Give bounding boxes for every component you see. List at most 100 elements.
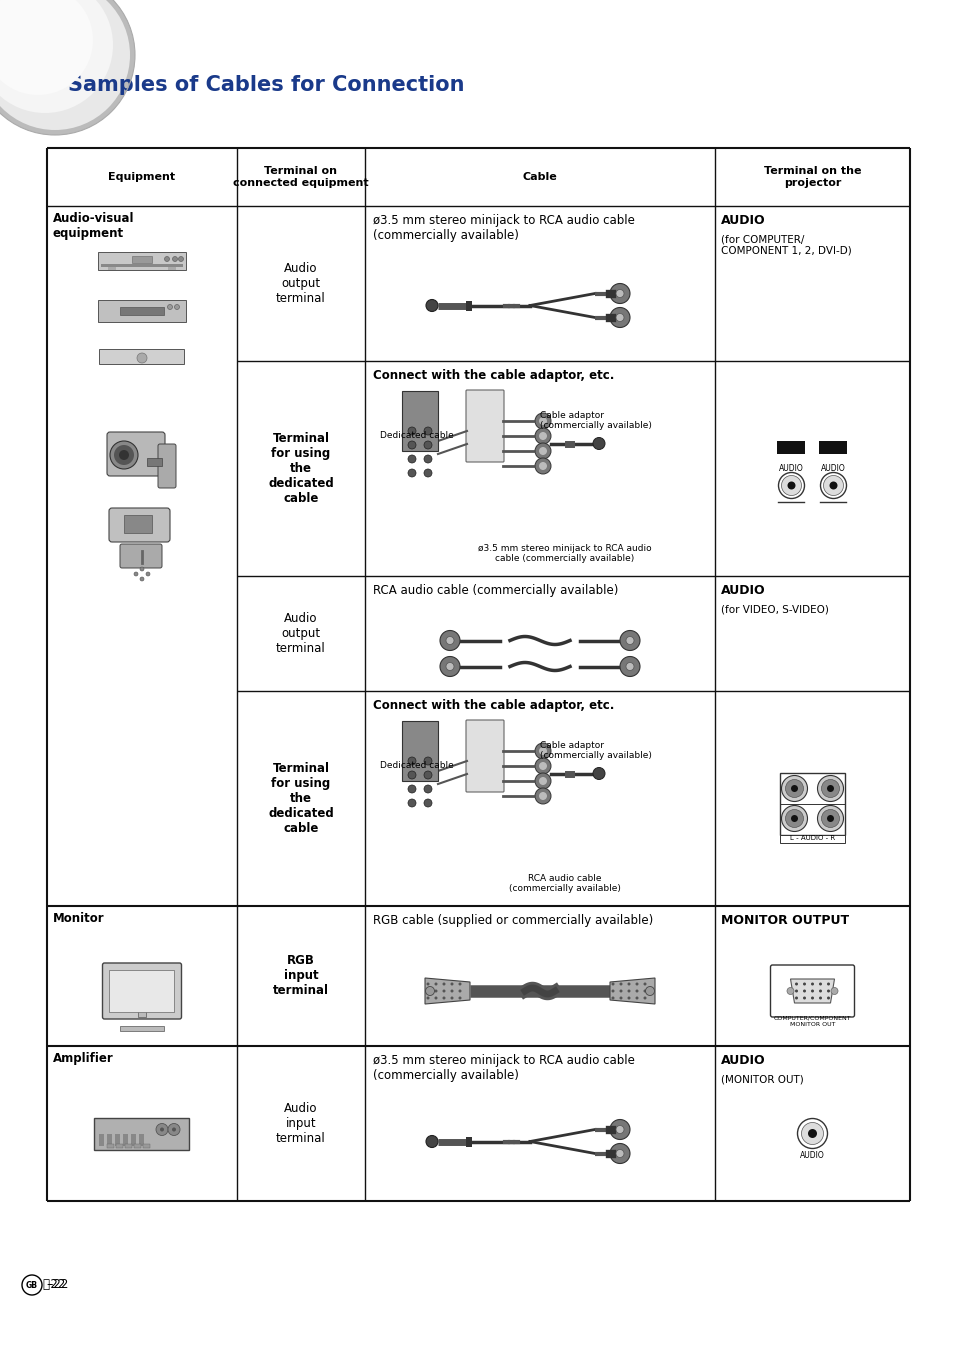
- Circle shape: [535, 743, 551, 759]
- Circle shape: [643, 989, 646, 992]
- Text: Terminal on
connected equipment: Terminal on connected equipment: [233, 166, 369, 188]
- Circle shape: [616, 289, 623, 297]
- Circle shape: [538, 462, 546, 470]
- Circle shape: [609, 307, 629, 327]
- Text: 2: 2: [831, 458, 835, 463]
- Bar: [120, 1026, 164, 1031]
- Circle shape: [535, 758, 551, 774]
- Bar: [401, 721, 437, 781]
- Circle shape: [408, 771, 416, 779]
- Circle shape: [408, 427, 416, 435]
- Text: AUDIO: AUDIO: [821, 464, 845, 472]
- Text: Monitor: Monitor: [53, 913, 105, 925]
- Circle shape: [426, 983, 429, 985]
- Circle shape: [822, 475, 842, 495]
- FancyBboxPatch shape: [120, 544, 162, 568]
- Circle shape: [794, 996, 797, 1000]
- Text: (MONITOR OUT): (MONITOR OUT): [720, 1074, 803, 1084]
- Circle shape: [781, 775, 806, 801]
- Text: Connect with the cable adaptor, etc.: Connect with the cable adaptor, etc.: [373, 699, 614, 712]
- Circle shape: [439, 657, 459, 677]
- Bar: [120, 307, 164, 315]
- Circle shape: [113, 446, 133, 464]
- Text: Connect with the cable adaptor, etc.: Connect with the cable adaptor, etc.: [373, 369, 614, 382]
- Text: Terminal
for using
the
dedicated
cable: Terminal for using the dedicated cable: [268, 432, 334, 505]
- Circle shape: [442, 989, 445, 992]
- Circle shape: [450, 983, 453, 985]
- Circle shape: [0, 0, 135, 135]
- Circle shape: [110, 441, 138, 468]
- Bar: [98, 252, 186, 271]
- Circle shape: [818, 989, 821, 992]
- Circle shape: [140, 567, 144, 571]
- Circle shape: [778, 472, 803, 498]
- Text: Audio
output
terminal: Audio output terminal: [275, 612, 326, 656]
- Circle shape: [802, 996, 805, 1000]
- Bar: [115, 1133, 120, 1145]
- Text: AUDIO: AUDIO: [720, 1054, 765, 1067]
- FancyBboxPatch shape: [465, 390, 503, 462]
- Circle shape: [408, 468, 416, 476]
- Circle shape: [172, 1128, 175, 1132]
- Circle shape: [619, 630, 639, 650]
- Circle shape: [635, 983, 638, 985]
- Bar: [465, 1136, 472, 1147]
- Circle shape: [160, 1128, 164, 1132]
- Text: Amplifier: Amplifier: [53, 1053, 113, 1065]
- Text: NENT 1: NENT 1: [780, 458, 802, 463]
- Circle shape: [826, 785, 833, 791]
- Circle shape: [794, 989, 797, 992]
- Bar: [107, 1144, 113, 1148]
- Polygon shape: [790, 979, 834, 1003]
- Circle shape: [810, 989, 813, 992]
- Circle shape: [535, 443, 551, 459]
- FancyBboxPatch shape: [107, 432, 165, 476]
- Text: Audio
output
terminal: Audio output terminal: [275, 262, 326, 306]
- Bar: [780, 773, 844, 835]
- Circle shape: [146, 572, 150, 576]
- Circle shape: [627, 996, 630, 1000]
- Circle shape: [618, 983, 622, 985]
- Circle shape: [423, 785, 432, 793]
- Circle shape: [0, 0, 92, 96]
- Circle shape: [168, 304, 172, 310]
- Circle shape: [802, 983, 805, 985]
- Circle shape: [807, 1129, 816, 1137]
- Text: (for VIDEO, S-VIDEO): (for VIDEO, S-VIDEO): [720, 604, 828, 614]
- Circle shape: [535, 458, 551, 474]
- Circle shape: [458, 989, 461, 992]
- Circle shape: [408, 800, 416, 808]
- Circle shape: [535, 413, 551, 429]
- Circle shape: [609, 1144, 629, 1163]
- Circle shape: [168, 1124, 180, 1136]
- Bar: [133, 1144, 141, 1148]
- Text: RCA audio cable (commercially available): RCA audio cable (commercially available): [373, 584, 618, 598]
- Circle shape: [0, 0, 112, 113]
- Text: Audio-visual
equipment: Audio-visual equipment: [53, 213, 134, 240]
- Circle shape: [790, 814, 797, 822]
- Circle shape: [426, 989, 429, 992]
- Circle shape: [450, 996, 453, 1000]
- Bar: [777, 440, 804, 454]
- FancyBboxPatch shape: [158, 444, 175, 489]
- Circle shape: [442, 996, 445, 1000]
- Circle shape: [619, 657, 639, 677]
- Circle shape: [794, 983, 797, 985]
- Circle shape: [458, 996, 461, 1000]
- Circle shape: [172, 257, 177, 261]
- Polygon shape: [424, 979, 470, 1004]
- Text: COMPUTER/COMPONENT
MONITOR OUT: COMPUTER/COMPONENT MONITOR OUT: [773, 1016, 850, 1027]
- Circle shape: [781, 475, 801, 495]
- Circle shape: [450, 989, 453, 992]
- Text: MONITOR OUTPUT: MONITOR OUTPUT: [720, 914, 848, 927]
- Circle shape: [538, 762, 546, 770]
- Circle shape: [784, 809, 802, 828]
- Circle shape: [818, 983, 821, 985]
- Text: L - AUDIO - R: L - AUDIO - R: [789, 836, 834, 841]
- Circle shape: [423, 455, 432, 463]
- Circle shape: [821, 779, 839, 797]
- Bar: [143, 1144, 150, 1148]
- Bar: [99, 349, 184, 363]
- Bar: [123, 1133, 129, 1145]
- Circle shape: [178, 257, 183, 261]
